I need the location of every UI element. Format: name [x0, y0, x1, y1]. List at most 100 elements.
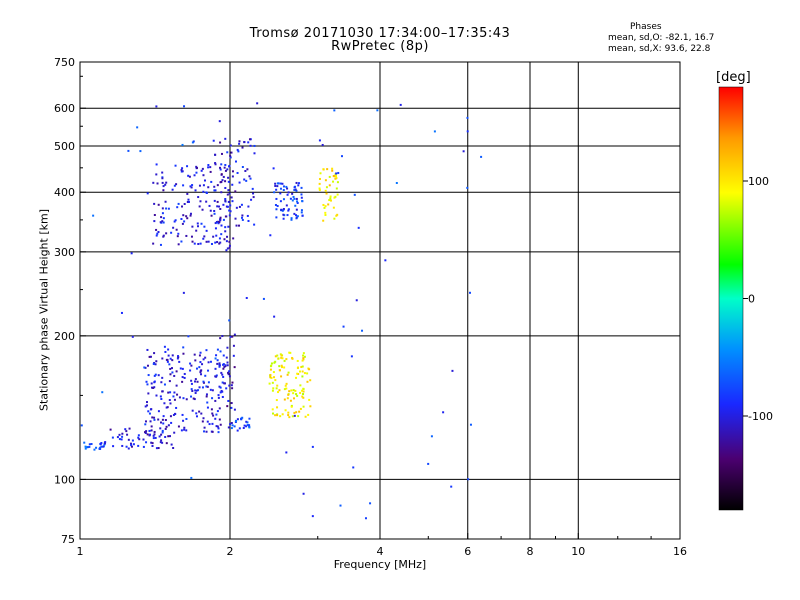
echo-point	[272, 167, 275, 170]
echo-point	[157, 374, 160, 377]
echo-point	[278, 365, 281, 368]
echo-point	[168, 380, 171, 383]
x-tick-label: 2	[227, 545, 234, 558]
echo-point	[162, 422, 165, 425]
echo-point	[160, 433, 163, 436]
echo-point	[232, 237, 235, 240]
echo-point	[336, 213, 339, 216]
echo-point	[120, 311, 123, 314]
echo-point	[201, 167, 204, 170]
echo-point	[296, 200, 299, 203]
echo-point	[197, 243, 200, 246]
echo-point	[302, 393, 305, 396]
echo-point	[233, 366, 236, 369]
echo-point	[209, 166, 212, 169]
echo-point	[205, 240, 208, 243]
colorbar-ticks: 100 0 -100	[743, 175, 773, 423]
echo-point	[270, 362, 273, 365]
echo-point	[160, 381, 163, 384]
echo-point	[287, 393, 290, 396]
echo-point	[203, 426, 206, 429]
echo-point	[202, 381, 205, 384]
echo-point	[92, 214, 95, 217]
echo-point	[227, 373, 230, 376]
echo-point	[332, 206, 335, 209]
echo-point	[271, 408, 274, 411]
echo-point	[127, 149, 130, 152]
echo-point	[164, 183, 167, 186]
echo-point	[202, 184, 205, 187]
echo-point	[221, 381, 224, 384]
echo-point	[205, 430, 208, 433]
echo-point	[168, 399, 171, 402]
y-tick-label: 75	[61, 533, 75, 546]
echo-point	[322, 203, 325, 206]
echo-point	[296, 215, 299, 218]
echo-point	[158, 435, 161, 438]
grid-lines	[80, 62, 680, 539]
colorbar-unit-label: [deg]	[716, 70, 751, 85]
echo-point	[229, 144, 232, 147]
echo-point	[167, 424, 170, 427]
echo-point	[172, 447, 175, 450]
echo-point	[155, 105, 158, 108]
echo-point	[167, 348, 170, 351]
echo-point	[216, 425, 219, 428]
echo-point	[137, 436, 140, 439]
echo-point	[311, 515, 314, 518]
echo-point	[206, 385, 209, 388]
x-tick-label: 1	[77, 545, 84, 558]
echo-point	[163, 383, 166, 386]
echo-point	[215, 413, 218, 416]
echo-point	[237, 150, 240, 153]
echo-point	[174, 412, 177, 415]
echo-point	[189, 212, 192, 215]
echo-point	[222, 354, 225, 357]
echo-point	[203, 430, 206, 433]
echo-point	[214, 357, 217, 360]
echo-point	[328, 184, 331, 187]
echo-point	[271, 381, 274, 384]
echo-point	[143, 431, 146, 434]
echo-point	[169, 357, 172, 360]
echo-point	[335, 172, 338, 175]
echo-point	[269, 234, 272, 237]
echo-point	[189, 362, 192, 365]
echo-point	[214, 241, 217, 244]
echo-point	[333, 109, 336, 112]
echo-point	[227, 399, 230, 402]
echo-point	[274, 355, 277, 358]
echo-point	[300, 193, 303, 196]
echo-point	[121, 444, 124, 447]
echo-point	[286, 373, 289, 376]
echo-point	[286, 187, 289, 190]
echo-point	[227, 176, 230, 179]
echo-point	[288, 351, 291, 354]
echo-point	[296, 372, 299, 375]
echo-point	[209, 360, 212, 363]
echo-point	[231, 200, 234, 203]
echo-point	[153, 380, 156, 383]
y-tick-label: 750	[54, 56, 75, 69]
echo-point	[213, 189, 216, 192]
echo-point	[109, 428, 112, 431]
echo-point	[169, 367, 172, 370]
echo-point	[219, 141, 222, 144]
echo-point	[162, 185, 165, 188]
echo-point	[247, 141, 250, 144]
echo-point	[221, 179, 224, 182]
echo-point	[144, 420, 147, 423]
echo-point	[232, 344, 235, 347]
echo-point	[209, 170, 212, 173]
echo-point	[309, 405, 312, 408]
echo-point	[279, 192, 282, 195]
echo-point	[275, 197, 278, 200]
echo-point	[151, 442, 154, 445]
echo-point	[236, 171, 239, 174]
echo-point	[175, 183, 178, 186]
echo-point	[300, 389, 303, 392]
echo-point	[225, 240, 228, 243]
echo-point	[178, 360, 181, 363]
x-tick-label: 10	[571, 545, 585, 558]
echo-point	[299, 407, 302, 410]
